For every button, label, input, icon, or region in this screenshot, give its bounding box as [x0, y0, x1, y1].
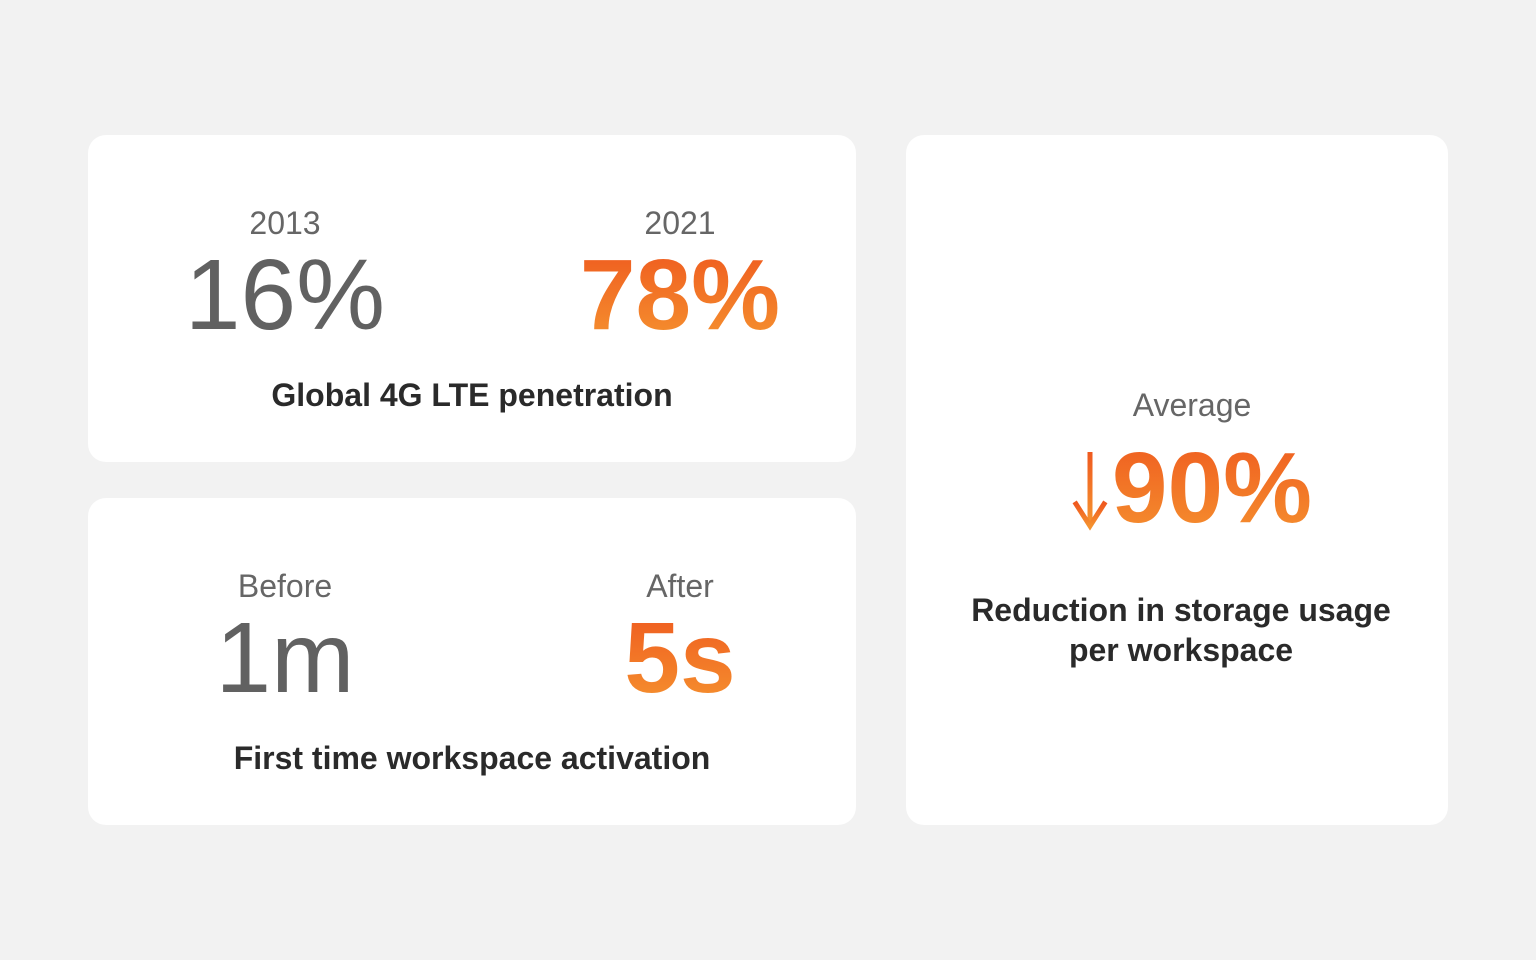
activation-before-label: Before: [237, 568, 333, 604]
lte-penetration-card: 2013 16% 2021 78% Global 4G LTE penetrat…: [88, 135, 856, 462]
activation-card: Before 1m After 5s First time workspace …: [88, 498, 856, 825]
activation-after-stat: After 5s: [530, 568, 830, 708]
lte-2021-stat: 2021 78%: [530, 205, 830, 345]
activation-before-stat: Before 1m: [135, 568, 435, 708]
lte-caption: Global 4G LTE penetration: [271, 377, 673, 413]
activation-caption: First time workspace activation: [233, 740, 711, 776]
storage-value: 90%: [1111, 432, 1313, 544]
arrow-down-icon: [1072, 448, 1108, 548]
storage-average-label: Average: [1132, 387, 1252, 423]
lte-2013-value: 16%: [184, 239, 386, 351]
lte-2013-label: 2013: [249, 205, 321, 241]
storage-caption: Reduction in storage usage per workspace: [906, 590, 1448, 670]
lte-2021-label: 2021: [644, 205, 716, 241]
activation-after-label: After: [646, 568, 714, 604]
storage-caption-line1: Reduction in storage usage: [971, 592, 1391, 628]
storage-caption-line2: per workspace: [1068, 632, 1294, 668]
activation-before-value: 1m: [215, 602, 355, 714]
storage-value-row: 90%: [906, 438, 1448, 548]
lte-2013-stat: 2013 16%: [135, 205, 435, 345]
lte-2021-value: 78%: [530, 245, 830, 345]
activation-after-value: 5s: [530, 608, 830, 708]
storage-reduction-card: Average 90% Reduction in storage usage p…: [906, 135, 1448, 825]
